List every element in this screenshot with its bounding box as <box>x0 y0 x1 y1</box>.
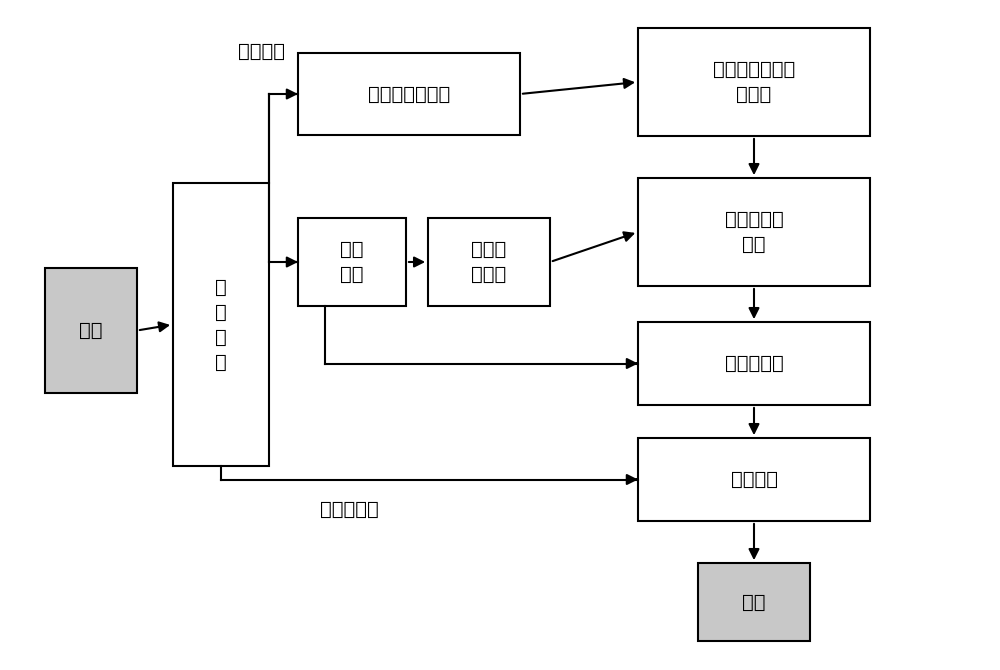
FancyBboxPatch shape <box>638 178 870 286</box>
Text: 目标通
道索引: 目标通 道索引 <box>471 240 507 284</box>
Text: 输出: 输出 <box>742 592 766 612</box>
Text: 移频信号: 移频信号 <box>238 42 285 61</box>
FancyBboxPatch shape <box>45 268 137 393</box>
FancyBboxPatch shape <box>638 28 870 136</box>
Text: 输入: 输入 <box>79 321 103 340</box>
FancyBboxPatch shape <box>298 218 406 306</box>
Text: 声压级索引、通
道索引: 声压级索引、通 道索引 <box>713 60 795 104</box>
Text: 等响度曲线
列表: 等响度曲线 列表 <box>725 210 783 254</box>
FancyBboxPatch shape <box>298 53 520 135</box>
FancyBboxPatch shape <box>428 218 550 306</box>
FancyBboxPatch shape <box>173 183 269 466</box>
Text: 等响度补偿: 等响度补偿 <box>725 354 783 373</box>
Text: 信号合成: 信号合成 <box>730 470 778 489</box>
Text: 移频
装置: 移频 装置 <box>340 240 364 284</box>
FancyBboxPatch shape <box>638 438 870 521</box>
Text: 非移频信号: 非移频信号 <box>320 500 379 519</box>
Text: 通
道
划
分: 通 道 划 分 <box>215 277 227 371</box>
FancyBboxPatch shape <box>698 563 810 641</box>
Text: 声压级检测装置: 声压级检测装置 <box>368 84 450 103</box>
FancyBboxPatch shape <box>638 322 870 405</box>
